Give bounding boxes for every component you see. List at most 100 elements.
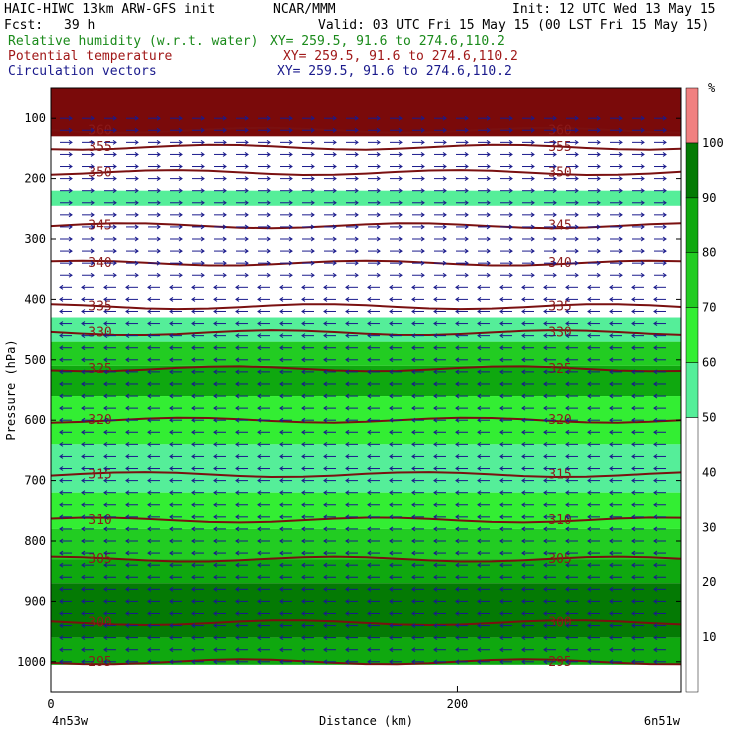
model-title: HAIC-HIWC 13km ARW-GFS init — [4, 2, 216, 17]
wind-vector-head — [235, 514, 240, 520]
wind-vector-head — [125, 393, 130, 399]
wind-vector-head — [455, 562, 460, 568]
wind-vector-head — [213, 333, 218, 339]
wind-vector-head — [486, 212, 491, 218]
wind-vector-head — [398, 272, 403, 278]
wind-vector-head — [662, 152, 667, 157]
wind-vector-head — [235, 321, 240, 326]
wind-vector-head — [587, 441, 592, 447]
wind-vector-head — [653, 309, 658, 314]
wind-vector-head — [68, 127, 73, 133]
wind-vector-head — [631, 369, 636, 375]
wind-vector-head — [213, 586, 218, 592]
wind-vector-head — [125, 417, 130, 423]
wind-vector-head — [257, 357, 262, 363]
wind-vector-head — [552, 152, 557, 157]
wind-vector-head — [323, 562, 328, 568]
wind-vector-head — [345, 429, 350, 435]
wind-vector-head — [609, 284, 614, 290]
wind-vector-head — [178, 127, 183, 133]
wind-vector-head — [464, 248, 469, 254]
wind-vector-head — [147, 659, 152, 665]
wind-vector-head — [420, 127, 425, 133]
wind-vector-head — [565, 441, 570, 447]
wind-vector-head — [323, 635, 328, 641]
wind-vector-head — [323, 659, 328, 665]
wind-vector-head — [257, 647, 262, 653]
wind-vector-head — [367, 429, 372, 435]
wind-vector-head — [125, 550, 130, 556]
wind-vector-head — [81, 647, 86, 653]
rh-band — [51, 528, 681, 560]
wind-vector-head — [301, 357, 306, 363]
wind-vector-head — [433, 333, 438, 339]
wind-vector-head — [310, 164, 315, 169]
wind-vector-head — [389, 405, 394, 411]
wind-vector-head — [486, 188, 491, 194]
wind-vector-head — [565, 598, 570, 604]
wind-vector-head — [68, 260, 73, 266]
wind-vector-head — [103, 478, 108, 484]
wind-vector-head — [59, 598, 64, 604]
wind-vector-head — [235, 417, 240, 423]
wind-vector-head — [640, 272, 645, 278]
wind-vector-head — [279, 357, 284, 363]
wind-vector-head — [389, 441, 394, 447]
wind-vector-head — [112, 260, 117, 266]
wind-vector-head — [662, 127, 667, 133]
wind-vector-head — [310, 236, 315, 242]
wind-vector-head — [81, 369, 86, 375]
wind-vector-head — [244, 152, 249, 157]
wind-vector-head — [565, 357, 570, 363]
wind-vector-head — [354, 152, 359, 157]
wind-vector-head — [354, 224, 359, 230]
wind-vector-head — [367, 611, 372, 616]
wind-vector-head — [543, 284, 548, 290]
wind-vector-head — [235, 586, 240, 592]
wind-vector-head — [565, 429, 570, 435]
wind-vector-head — [301, 381, 306, 387]
wind-vector-head — [609, 623, 614, 628]
wind-vector-head — [367, 514, 372, 520]
wind-vector-head — [653, 647, 658, 653]
wind-vector-head — [411, 538, 416, 544]
theta-label-335: 335 — [548, 300, 571, 315]
wind-vector-head — [59, 405, 64, 411]
wind-vector-head — [618, 248, 623, 254]
wind-vector-head — [574, 164, 579, 169]
wind-vector-head — [134, 224, 139, 230]
wind-vector-head — [543, 538, 548, 544]
wind-vector-head — [521, 514, 526, 520]
wind-vector-head — [103, 550, 108, 556]
wind-vector-head — [279, 635, 284, 641]
wind-vector-head — [103, 466, 108, 471]
wind-vector-head — [178, 139, 183, 145]
wind-vector-head — [345, 466, 350, 471]
wind-vector-head — [59, 586, 64, 592]
wind-vector-head — [376, 139, 381, 145]
wind-vector-head — [411, 526, 416, 532]
wind-vector-head — [530, 139, 535, 145]
wind-vector-head — [433, 538, 438, 544]
wind-vector-head — [411, 635, 416, 641]
wind-vector-head — [147, 284, 152, 290]
wind-vector-head — [433, 405, 438, 411]
wind-vector-head — [499, 598, 504, 604]
wind-vector-head — [631, 586, 636, 592]
wind-vector-head — [169, 309, 174, 314]
theta-label-305: 305 — [548, 552, 571, 567]
wind-vector-head — [235, 538, 240, 544]
rh-band — [51, 492, 681, 529]
wind-vector-head — [222, 127, 227, 133]
wind-vector-head — [279, 490, 284, 496]
wind-vector-head — [609, 538, 614, 544]
wind-vector-head — [81, 538, 86, 544]
wind-vector-head — [266, 115, 271, 121]
wind-vector-head — [103, 381, 108, 387]
wind-vector-head — [257, 586, 262, 592]
wind-vector-head — [323, 598, 328, 604]
wind-vector-head — [455, 514, 460, 520]
wind-vector-head — [112, 212, 117, 218]
wind-vector-head — [310, 139, 315, 145]
wind-vector-head — [257, 490, 262, 496]
